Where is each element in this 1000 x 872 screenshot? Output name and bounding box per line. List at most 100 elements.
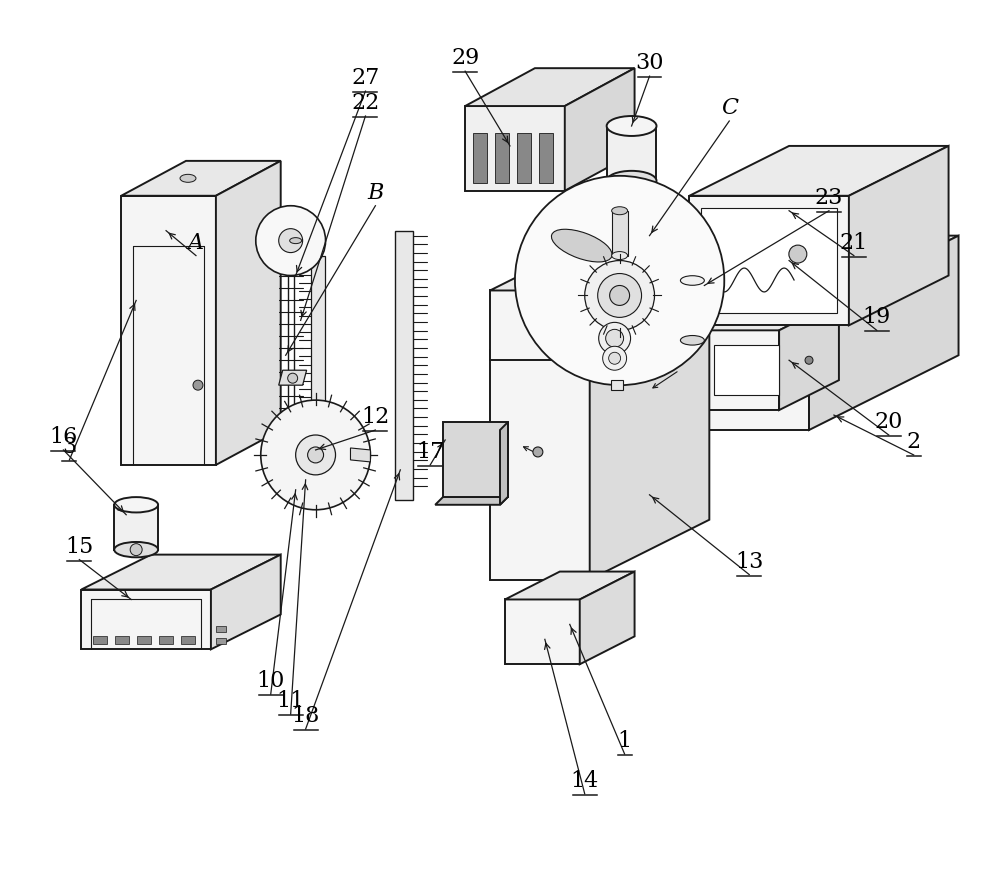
Bar [181,637,195,644]
Polygon shape [211,555,281,650]
Polygon shape [809,235,959,430]
Bar [517,133,531,183]
Polygon shape [81,589,211,650]
Circle shape [130,543,142,555]
Circle shape [585,261,655,330]
Polygon shape [490,290,590,360]
Polygon shape [81,555,281,589]
Polygon shape [699,301,839,330]
Bar [93,637,107,644]
Circle shape [789,245,807,263]
Polygon shape [465,106,565,191]
Polygon shape [395,231,413,500]
Circle shape [533,447,543,457]
Bar [539,133,553,183]
Circle shape [288,373,298,383]
Polygon shape [580,571,635,664]
Circle shape [308,447,324,463]
Circle shape [515,176,724,385]
Circle shape [256,206,326,276]
Text: 16: 16 [49,426,78,448]
Polygon shape [714,345,779,395]
Polygon shape [121,196,216,465]
Ellipse shape [551,229,612,262]
Ellipse shape [607,171,656,191]
Ellipse shape [607,116,656,136]
Text: 12: 12 [361,406,390,428]
Text: 2: 2 [907,431,921,453]
Polygon shape [530,296,590,325]
Ellipse shape [612,252,628,260]
Polygon shape [216,160,281,465]
Polygon shape [505,571,635,599]
Polygon shape [849,146,949,325]
Polygon shape [490,330,630,351]
Polygon shape [490,351,590,580]
Polygon shape [490,231,709,290]
Polygon shape [779,301,839,410]
Polygon shape [443,422,508,497]
Polygon shape [490,290,709,351]
Circle shape [296,435,336,475]
Bar [216,626,226,632]
Text: C: C [721,97,738,119]
Text: 29: 29 [451,47,479,69]
Text: 27: 27 [351,67,380,89]
Text: 15: 15 [65,535,93,557]
Circle shape [609,352,621,364]
Text: 1: 1 [618,730,632,752]
Ellipse shape [680,336,704,345]
Bar [159,637,173,644]
Polygon shape [607,126,656,181]
Text: 18: 18 [291,705,320,727]
Ellipse shape [114,542,158,557]
Circle shape [610,285,630,305]
Polygon shape [565,68,635,191]
Text: 3: 3 [62,436,77,458]
Polygon shape [279,371,307,385]
Text: 22: 22 [351,92,380,114]
Bar [495,133,509,183]
Bar [473,133,487,183]
Polygon shape [311,255,325,490]
Polygon shape [699,330,779,410]
Circle shape [261,400,370,510]
Polygon shape [590,235,959,310]
Polygon shape [465,68,635,106]
Ellipse shape [290,238,302,243]
Circle shape [603,346,627,371]
Polygon shape [435,497,508,505]
Text: A: A [188,232,204,254]
Polygon shape [590,231,709,360]
Polygon shape [590,310,809,430]
Polygon shape [350,448,370,462]
Polygon shape [530,281,620,296]
Text: 10: 10 [257,671,285,692]
Ellipse shape [680,276,704,285]
Polygon shape [689,196,849,325]
Text: 30: 30 [635,52,664,74]
Polygon shape [500,422,508,505]
Polygon shape [611,380,623,390]
Bar [137,637,151,644]
Circle shape [193,380,203,390]
Ellipse shape [114,497,158,513]
Polygon shape [612,211,628,255]
Text: 23: 23 [815,187,843,208]
Polygon shape [680,281,704,340]
Circle shape [598,274,642,317]
Circle shape [805,357,813,364]
Ellipse shape [612,207,628,215]
Polygon shape [689,146,949,196]
Ellipse shape [180,174,196,182]
Polygon shape [505,599,580,664]
Polygon shape [701,208,837,313]
Text: 13: 13 [735,550,763,573]
Bar [216,638,226,644]
Text: B: B [367,181,384,204]
Text: 14: 14 [571,770,599,792]
Text: 17: 17 [416,441,444,463]
Circle shape [606,330,624,347]
Text: 21: 21 [840,232,868,254]
Bar [115,637,129,644]
